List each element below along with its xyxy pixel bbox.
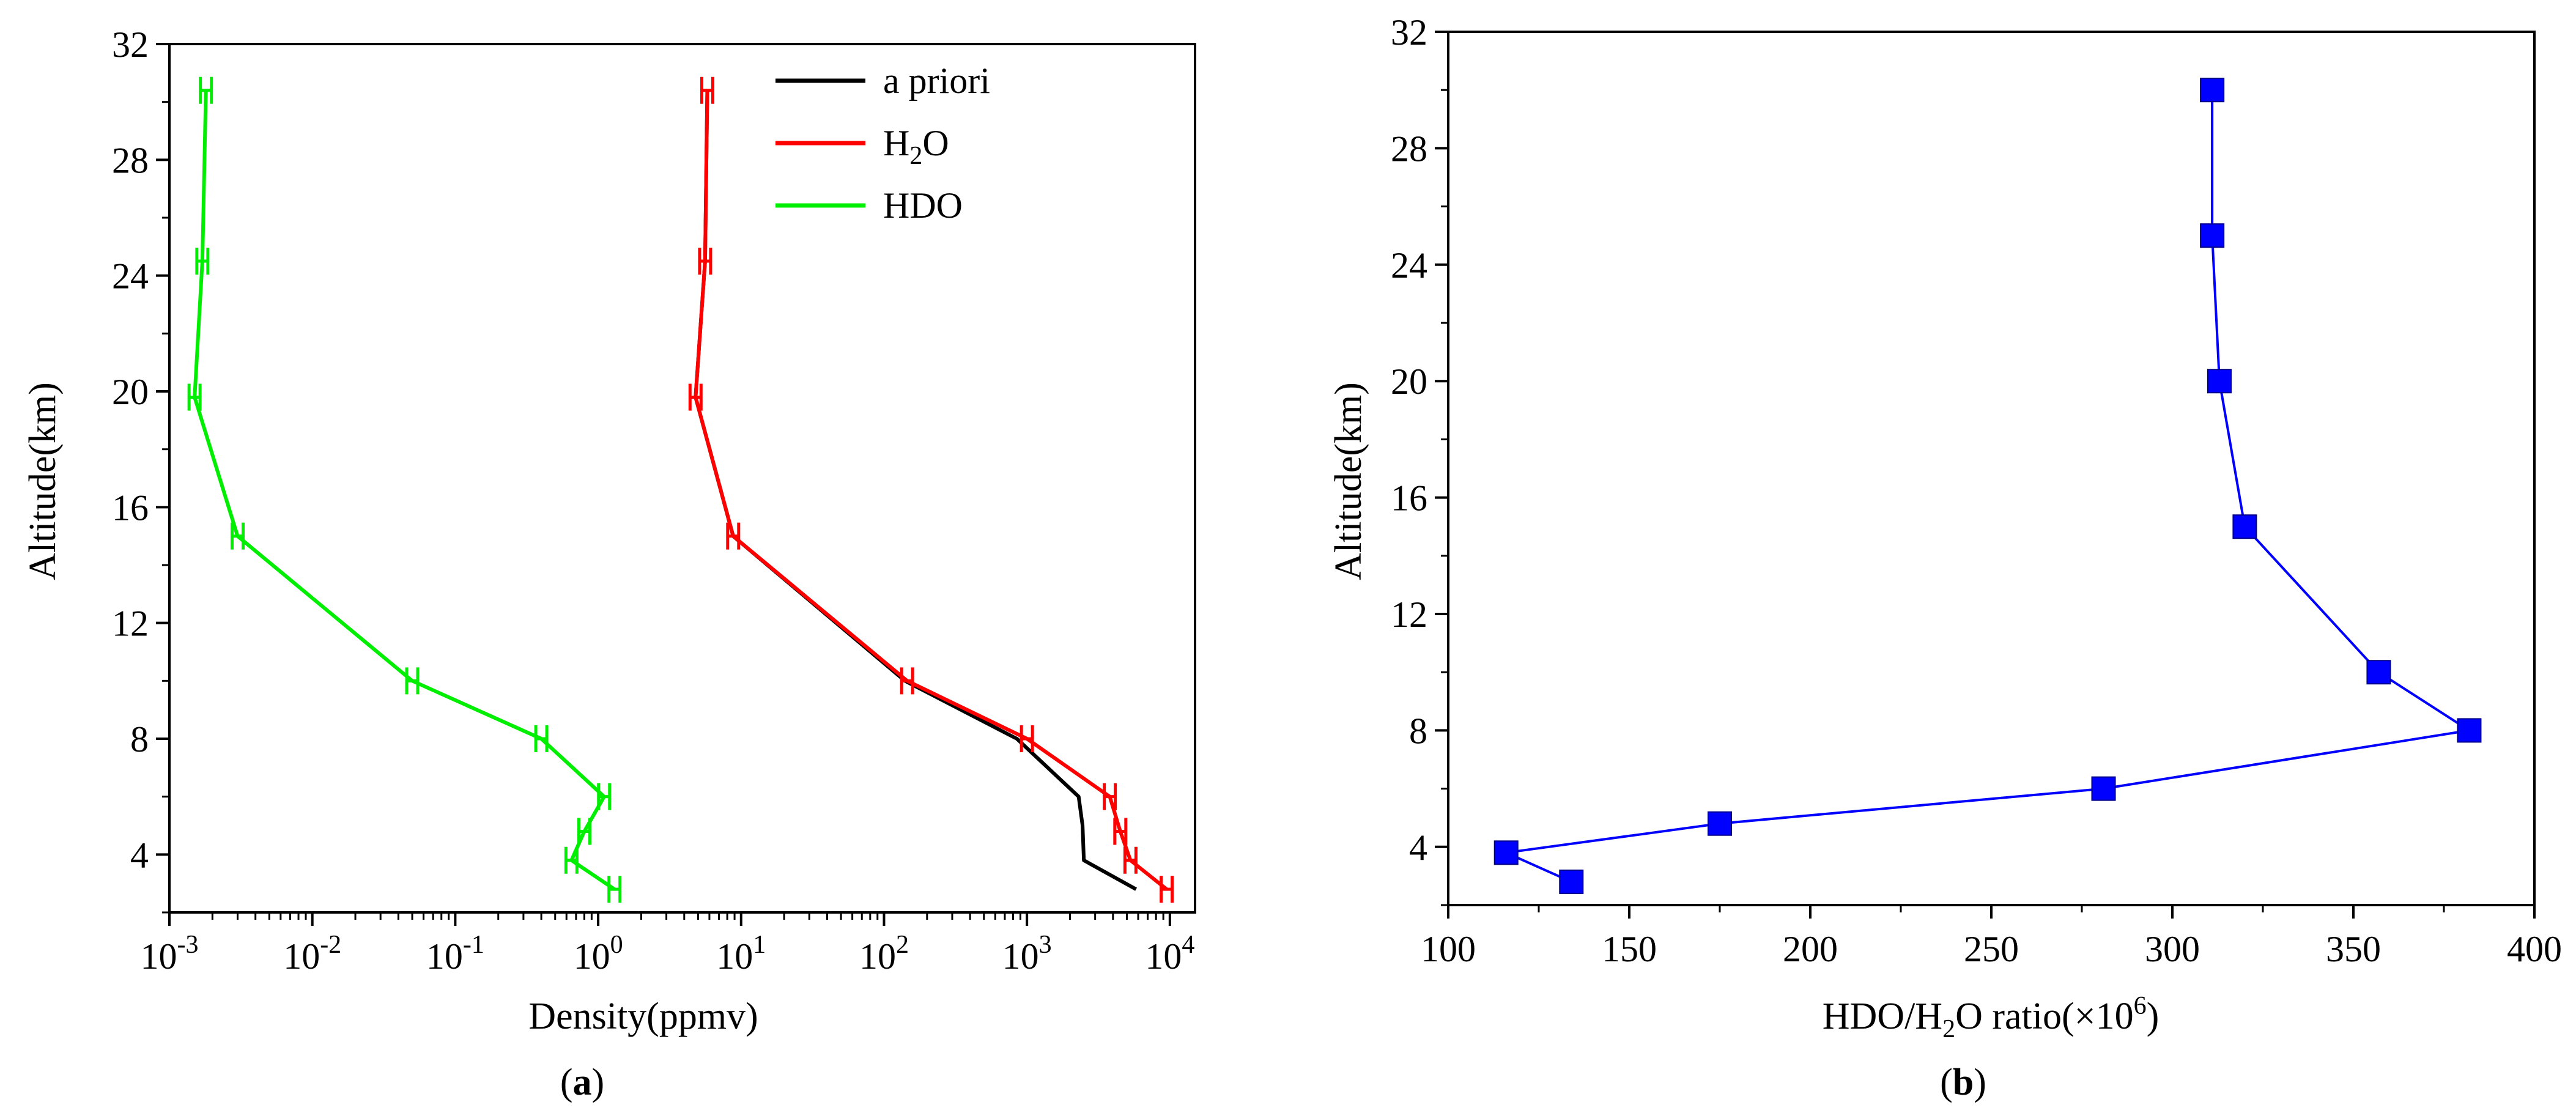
panel-a-error-bar-hdo xyxy=(187,383,202,411)
panel-a-error-bar-h2o xyxy=(1103,783,1117,810)
panel-a-series-line-hdo xyxy=(193,90,616,891)
panel-b-x-tick-label: 250 xyxy=(1964,929,2019,969)
panel-a-y-tick-label: 8 xyxy=(130,719,149,760)
panel-a-density-chart: 4 8 12 16 20 24 28 32 10-3 10-2 10-1 100 101 102 103 10… xyxy=(22,24,1196,1103)
panel-a-x-tick-label: 101 xyxy=(716,931,766,977)
panel-b-y-tick-label: 12 xyxy=(1391,594,1427,635)
legend-label-h2o: H2O xyxy=(883,123,949,170)
panel-a-error-bar-h2o xyxy=(900,667,914,695)
panel-a-error-bar-h2o xyxy=(700,76,714,104)
panel-b-y-tick-label: 20 xyxy=(1391,361,1427,402)
panel-b-axes: 4 8 12 16 20 24 28 32 100 150 200 250 300 350 400 xyxy=(1391,12,2562,969)
panel-b-y-tick-label: 32 xyxy=(1391,12,1427,53)
panel-a-legend: a priori H2O HDO xyxy=(775,61,990,226)
panel-a-y-tick-label: 4 xyxy=(130,835,149,875)
panel-b-ratio-chart: 4 8 12 16 20 24 28 32 100 150 200 250 300 350 400 HDO/… xyxy=(1328,12,2562,1103)
panel-b-x-tick-label: 150 xyxy=(1602,929,1657,969)
panel-a-y-tick-label: 28 xyxy=(112,140,149,180)
panel-a-x-tick-label: 103 xyxy=(1002,931,1052,977)
panel-a-error-bar-hdo xyxy=(607,876,622,903)
panel-a-axes: 4 8 12 16 20 24 28 32 10-3 10-2 10-1 100 101 102 103 10… xyxy=(112,24,1194,977)
panel-a-error-bar-hdo xyxy=(231,522,245,550)
panel-a-y-tick-label: 16 xyxy=(112,487,149,528)
panel-a-error-bar-h2o xyxy=(688,383,703,411)
panel-b-data-point-hdo-h2o-ratio xyxy=(2200,223,2225,248)
panel-a-x-tick-label: 10-1 xyxy=(426,931,484,977)
panel-a-plot-area xyxy=(168,43,1196,914)
panel-a-error-bar-h2o xyxy=(1113,818,1128,845)
panel-a-x-tick-label: 104 xyxy=(1145,931,1194,977)
panel-a-x-tick-label: 102 xyxy=(859,931,909,977)
panel-a-error-bar-h2o xyxy=(1123,846,1138,874)
panel-a-error-bar-hdo xyxy=(564,846,579,874)
panel-a-error-bar-h2o xyxy=(1020,725,1034,752)
panel-b-x-tick-label: 300 xyxy=(2145,929,2200,969)
panel-b-y-tick-label: 28 xyxy=(1391,128,1427,169)
panel-a-series-line-h2o xyxy=(694,90,1168,891)
panel-a-y-tick-label: 20 xyxy=(112,372,149,412)
panel-b-data-point-hdo-h2o-ratio xyxy=(2207,369,2232,394)
panel-a-error-bar-hdo xyxy=(405,667,420,695)
panel-a-error-bar-hdo xyxy=(577,818,591,845)
panel-b-x-tick-label: 100 xyxy=(1421,929,1476,969)
panel-b-data-point-hdo-h2o-ratio xyxy=(2366,660,2391,685)
panel-b-data-point-hdo-h2o-ratio xyxy=(1559,869,1584,894)
panel-b-data-point-hdo-h2o-ratio xyxy=(2232,514,2257,539)
panel-a-y-tick-label: 32 xyxy=(112,24,149,65)
panel-b-x-axis-title: HDO/H2O ratio(×106) xyxy=(1823,992,2160,1043)
panel-a-x-axis-title: Density(ppmv) xyxy=(528,996,758,1037)
panel-a-x-tick-label: 100 xyxy=(574,931,623,977)
panel-b-y-tick-label: 24 xyxy=(1391,245,1427,286)
panel-b-y-axis-title: Altitude(km) xyxy=(1328,382,1369,580)
panel-b-y-tick-label: 16 xyxy=(1391,478,1427,519)
panel-a-x-tick-label: 10-2 xyxy=(283,931,341,977)
panel-a-error-bar-h2o xyxy=(1160,876,1174,903)
panel-a-error-bar-h2o xyxy=(698,248,712,275)
panel-b-data-point-hdo-h2o-ratio xyxy=(2091,776,2116,801)
panel-a-series-group xyxy=(187,76,1174,903)
panel-a-error-bar-h2o xyxy=(726,522,741,550)
panel-a-y-tick-label: 24 xyxy=(112,256,149,297)
panel-b-series-line-hdo-h2o-ratio xyxy=(1505,90,2471,883)
panel-b-caption: (b) xyxy=(1940,1062,1986,1103)
panel-b-series-group xyxy=(1493,78,2482,894)
panel-a-error-bar-hdo xyxy=(195,248,210,275)
panel-a-y-axis-title: Altitude(km) xyxy=(22,382,64,580)
panel-a-error-bar-hdo xyxy=(534,725,549,752)
panel-b-data-point-hdo-h2o-ratio xyxy=(1708,811,1732,836)
panel-b-y-tick-label: 4 xyxy=(1409,827,1427,868)
panel-b-x-tick-label: 400 xyxy=(2507,929,2562,969)
panel-a-error-bar-hdo xyxy=(199,76,213,104)
panel-a-caption: (a) xyxy=(560,1062,604,1103)
legend-label-a-priori: a priori xyxy=(883,61,990,101)
panel-b-data-point-hdo-h2o-ratio xyxy=(1493,840,1519,865)
legend-label-hdo: HDO xyxy=(883,185,963,226)
panel-a-error-bar-hdo xyxy=(597,783,612,810)
panel-b-x-tick-label: 350 xyxy=(2326,929,2381,969)
panel-b-data-point-hdo-h2o-ratio xyxy=(2457,718,2482,743)
panel-a-plot-frame xyxy=(168,43,1196,914)
panel-b-x-tick-label: 200 xyxy=(1783,929,1838,969)
panel-b-y-tick-label: 8 xyxy=(1409,711,1427,751)
panel-a-y-tick-label: 12 xyxy=(112,604,149,644)
panel-b-data-point-hdo-h2o-ratio xyxy=(2200,78,2225,103)
panel-b-plot-area xyxy=(1447,31,2536,906)
panel-a-x-tick-label: 10-3 xyxy=(141,931,199,977)
panel-b-plot-frame xyxy=(1447,31,2536,906)
